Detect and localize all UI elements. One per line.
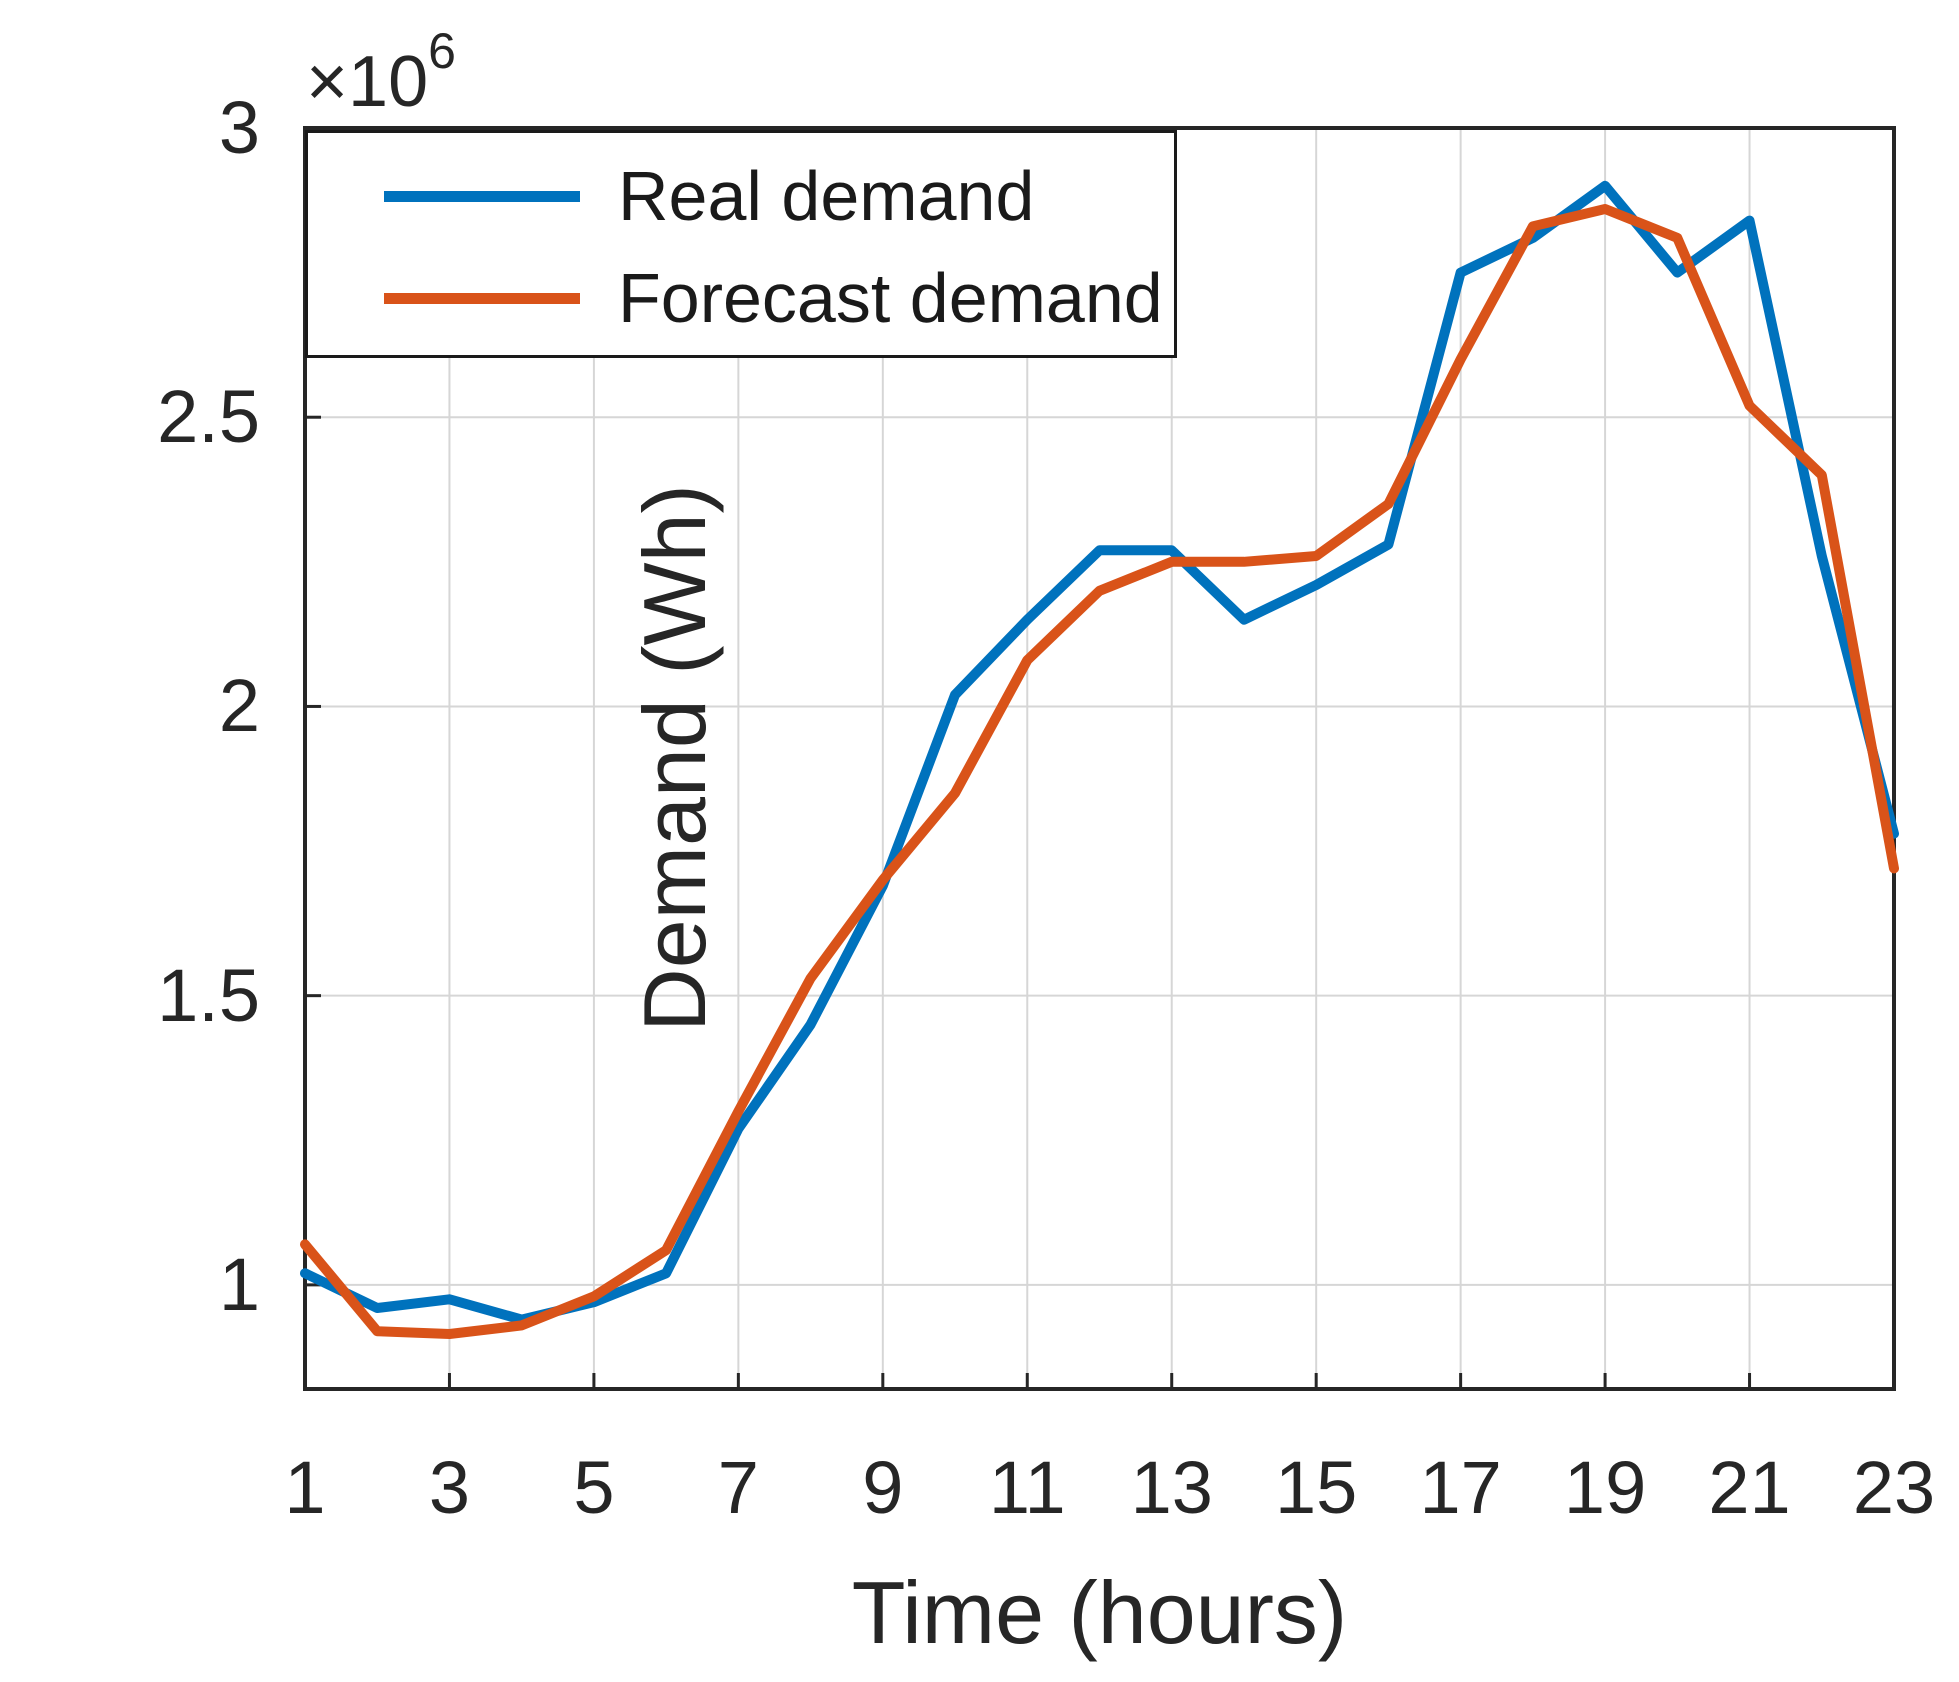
x-tick-label: 3 [428, 1446, 471, 1529]
legend-entry-real-demand: Real demand [308, 157, 1174, 235]
y-tick-label: 1 [218, 1242, 260, 1326]
x-tick-label: 15 [1275, 1446, 1358, 1529]
axis-box [303, 126, 1896, 1391]
x-tick-label: 19 [1563, 1446, 1647, 1529]
legend-entry-forecast-demand: Forecast demand [308, 259, 1174, 337]
y-exponent-power: 6 [428, 23, 456, 79]
x-tick-label: 21 [1708, 1446, 1791, 1529]
x-tick-label: 11 [988, 1446, 1066, 1529]
x-tick-label: 9 [862, 1446, 904, 1529]
legend-label-forecast: Forecast demand [618, 259, 1163, 337]
x-tick-label: 7 [717, 1446, 759, 1529]
x-tick-label: 5 [573, 1446, 615, 1529]
y-tick-label: 2.5 [157, 375, 260, 459]
y-axis-exponent-label: ×106 [306, 22, 456, 123]
x-axis-label: Time (hours) [851, 1563, 1348, 1662]
legend: Real demand Forecast demand [305, 130, 1177, 358]
y-tick-label: 3 [218, 86, 260, 169]
y-tick-label: 1.5 [157, 953, 260, 1037]
y-tick-label: 2 [218, 664, 260, 748]
x-tick-label: 17 [1419, 1446, 1502, 1529]
series-line-forecast-demand [300, 204, 1899, 1339]
x-tick-label: 13 [1130, 1446, 1213, 1529]
x-tick-label: 23 [1852, 1446, 1936, 1529]
legend-line-swatch-forecast [384, 292, 580, 304]
x-tick-label: 1 [284, 1446, 326, 1529]
legend-line-swatch-real [384, 190, 580, 202]
y-exponent-prefix: ×10 [306, 42, 429, 122]
legend-label-real: Real demand [618, 157, 1035, 235]
